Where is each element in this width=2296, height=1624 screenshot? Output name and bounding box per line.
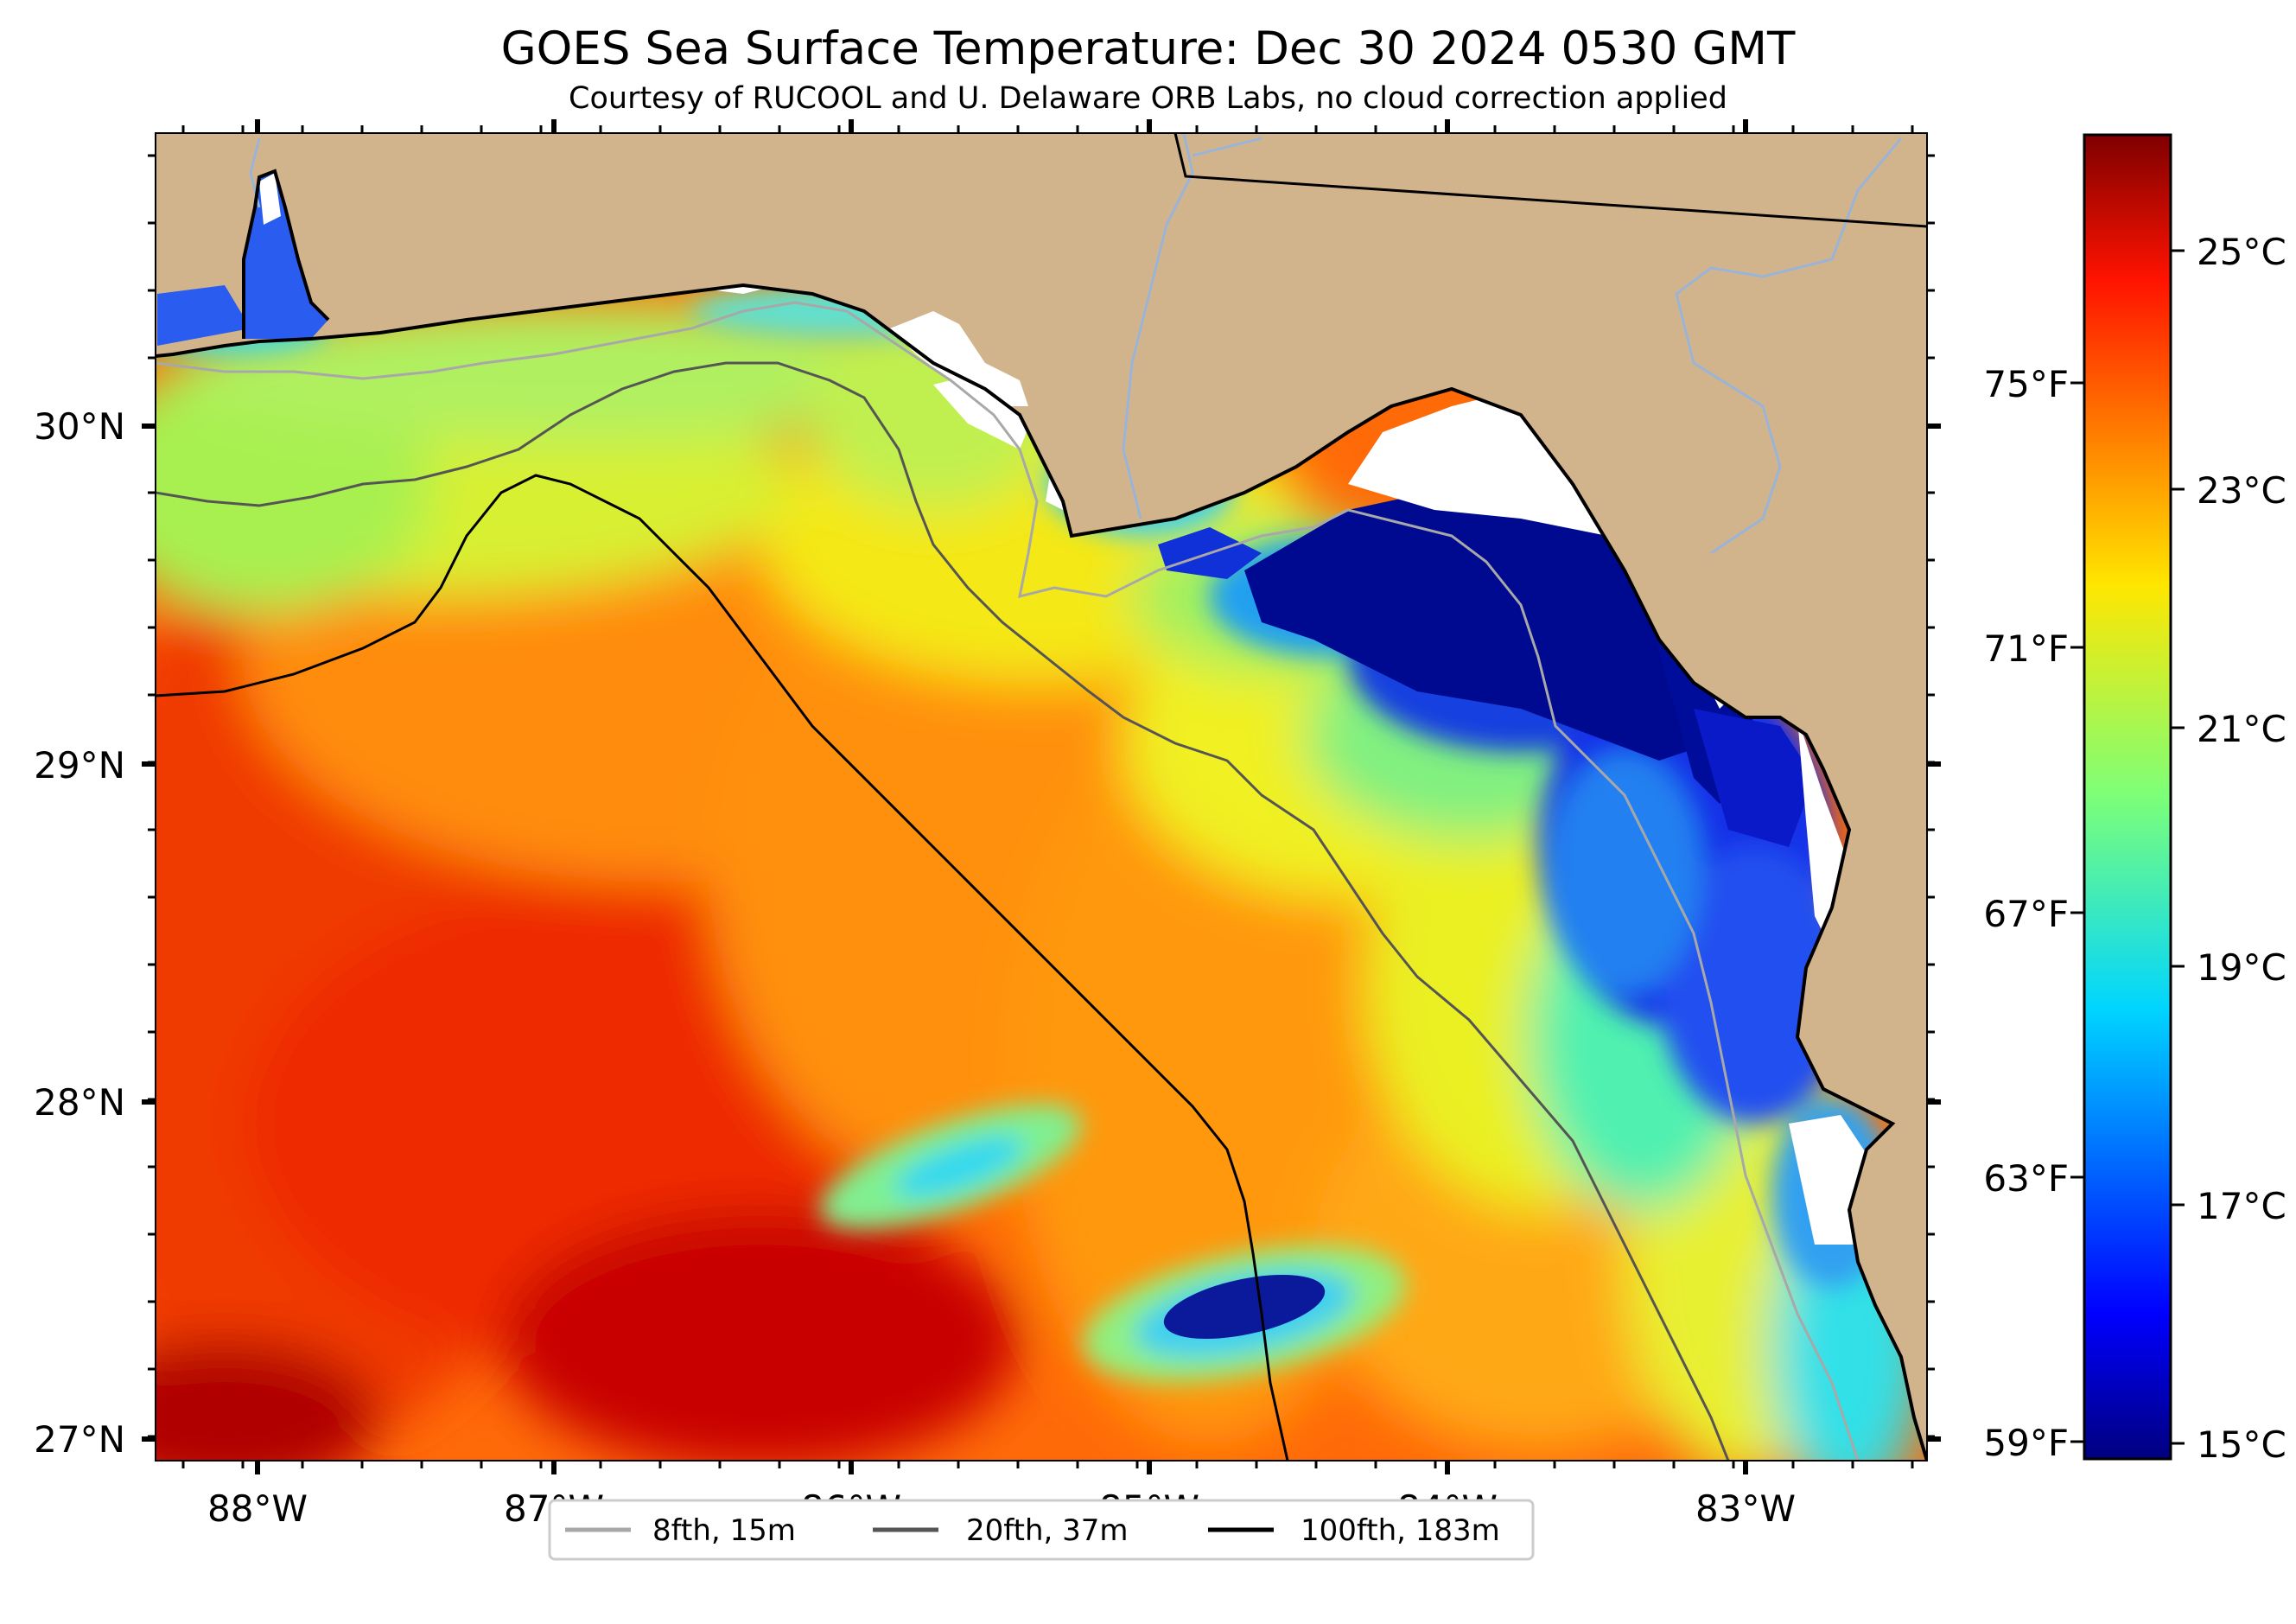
colorbar-label-67f: 67°F (1983, 893, 2069, 935)
map-ticks (142, 119, 1941, 1474)
rivers (249, 133, 1903, 555)
colorbar-label-21c: 21°C (2197, 708, 2286, 750)
contour-8fth (156, 301, 1860, 1461)
contour-legend: 8fth, 15m 20fth, 37m 100fth, 183m (548, 1499, 1535, 1561)
colorbar-label-17c: 17°C (2197, 1185, 2286, 1227)
colorbar-label-59f: 59°F (1983, 1422, 2069, 1464)
legend-label-100fth: 100fth, 183m (1301, 1513, 1500, 1548)
colorbar-label-15c: 15°C (2197, 1423, 2286, 1466)
colorbar-label-19c: 19°C (2197, 946, 2286, 989)
bathymetry-contours (156, 301, 1860, 1461)
lat-label-30n: 30°N (34, 405, 125, 448)
colorbar-label-75f: 75°F (1983, 363, 2069, 405)
legend-label-20fth: 20fth, 37m (966, 1513, 1129, 1548)
land (156, 133, 1927, 1461)
colorbar-label-71f: 71°F (1983, 627, 2069, 670)
lon-label-83w: 83°W (1695, 1487, 1796, 1530)
lat-label-27n: 27°N (34, 1418, 125, 1461)
legend-label-8fth: 8fth, 15m (652, 1513, 796, 1548)
mobile-bay-coast (242, 169, 330, 339)
figure-title: GOES Sea Surface Temperature: Dec 30 202… (500, 22, 1796, 75)
cold-eddy-core (1163, 1274, 1326, 1340)
map-frame (155, 132, 1928, 1462)
lat-label-28n: 28°N (34, 1081, 125, 1124)
contour-20fth (156, 361, 1730, 1461)
contour-100fth (156, 474, 1289, 1461)
colorbar (2083, 133, 2172, 1461)
legend-box (548, 1499, 1535, 1561)
state-border (1173, 133, 1927, 228)
colorbar-label-23c: 23°C (2197, 469, 2286, 512)
lon-label-88w: 88°W (207, 1487, 308, 1530)
lat-label-29n: 29°N (34, 744, 125, 787)
figure-subtitle: Courtesy of RUCOOL and U. Delaware ORB L… (569, 81, 1727, 116)
colorbar-label-63f: 63°F (1983, 1157, 2069, 1200)
colorbar-label-25c: 25°C (2197, 231, 2286, 273)
coastline (156, 283, 1927, 1461)
colorbar-ticks (2070, 249, 2185, 1445)
sst-map (156, 133, 1927, 1461)
